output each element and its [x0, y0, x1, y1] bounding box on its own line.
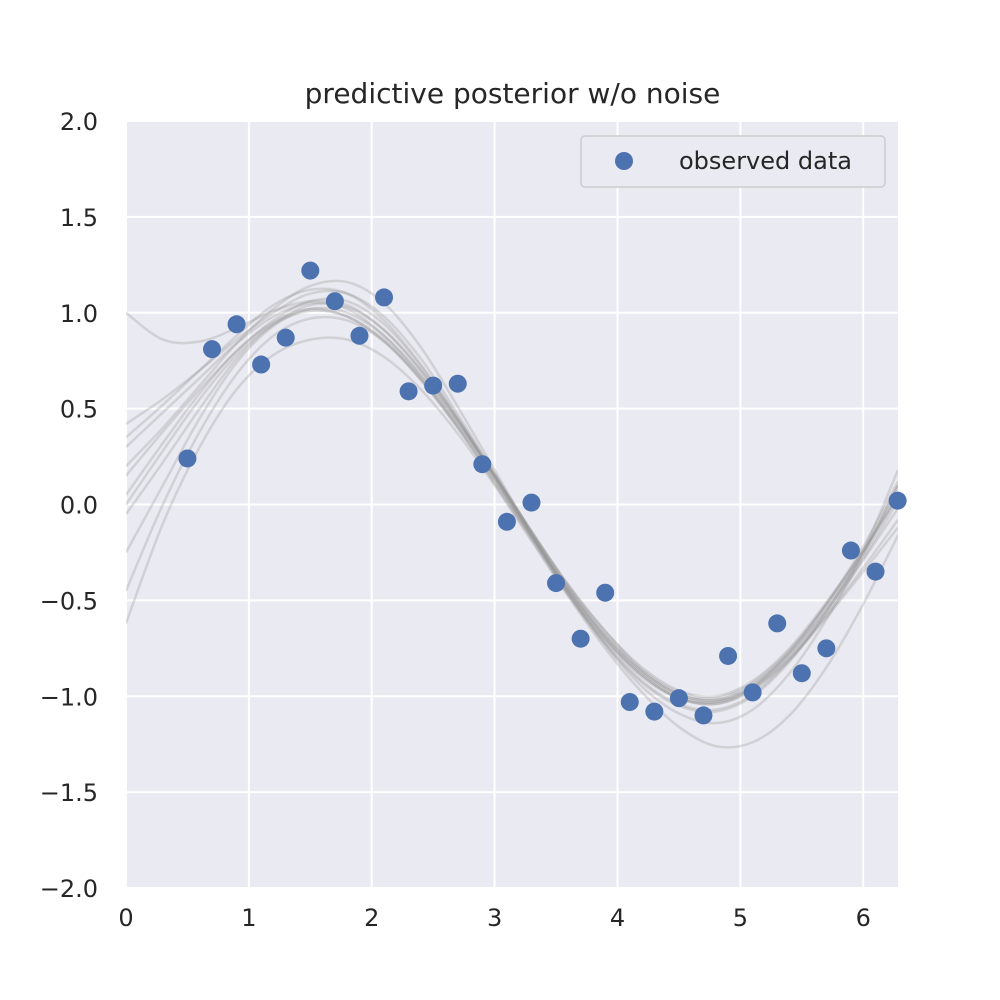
posterior-sample-curve — [126, 302, 898, 704]
legend-box — [580, 135, 886, 188]
x-tick-label: 6 — [856, 904, 871, 932]
data-point — [325, 292, 344, 311]
y-axis-ticks: −2.0 −1.5 −1.0 −0.5 0.0 0.5 1.0 1.5 2.0 — [40, 108, 98, 903]
y-tick-label: 0.0 — [60, 492, 98, 520]
y-tick-label: 0.5 — [60, 396, 98, 424]
y-tick-label: −0.5 — [40, 587, 98, 615]
x-tick-label: 3 — [487, 904, 502, 932]
data-point — [571, 629, 590, 648]
posterior-sample-curve — [126, 279, 898, 725]
legend: observed data — [580, 135, 886, 188]
y-tick-label: −1.0 — [40, 683, 98, 711]
posterior-sample-curve — [126, 301, 898, 700]
legend-marker — [615, 152, 633, 170]
data-point — [866, 562, 885, 581]
data-point — [448, 374, 467, 393]
data-point — [596, 583, 615, 602]
data-point — [522, 493, 541, 512]
data-point — [424, 376, 443, 395]
data-point — [669, 689, 688, 708]
y-tick-label: 1.5 — [60, 204, 98, 232]
data-point — [694, 706, 713, 725]
posterior-sample-curve — [126, 336, 898, 749]
data-point — [178, 449, 197, 468]
data-point — [203, 340, 222, 359]
data-point — [888, 491, 907, 510]
data-point — [252, 355, 271, 374]
posterior-sample-curve — [126, 299, 898, 698]
data-point — [768, 614, 787, 633]
x-tick-label: 5 — [733, 904, 748, 932]
y-tick-label: −2.0 — [40, 875, 98, 903]
legend-label: observed data — [679, 147, 852, 175]
data-point — [743, 683, 762, 702]
data-point — [350, 326, 369, 345]
chart-title: predictive posterior w/o noise — [305, 77, 721, 110]
posterior-sample-curve — [126, 297, 898, 702]
data-point — [227, 315, 246, 334]
observed-data-points — [178, 261, 907, 725]
posterior-sample-curve — [126, 309, 898, 706]
x-axis-ticks: 0 1 2 3 4 5 6 — [118, 904, 871, 932]
x-tick-label: 0 — [118, 904, 133, 932]
data-point — [547, 574, 566, 593]
data-point — [301, 261, 320, 280]
y-tick-label: 1.0 — [60, 300, 98, 328]
data-point — [645, 702, 664, 721]
posterior-sample-curve — [126, 315, 898, 705]
grid — [125, 120, 898, 889]
x-tick-label: 4 — [610, 904, 625, 932]
posterior-sample-curve — [126, 287, 898, 714]
data-point — [399, 382, 418, 401]
x-tick-label: 2 — [364, 904, 379, 932]
data-point — [719, 646, 738, 665]
data-point — [817, 639, 836, 658]
data-point — [473, 455, 492, 474]
data-point — [497, 512, 516, 531]
data-point — [841, 541, 860, 560]
posterior-sample-curve — [126, 289, 898, 712]
y-tick-label: 2.0 — [60, 108, 98, 136]
posterior-samples — [126, 279, 898, 749]
posterior-sample-curve — [126, 307, 898, 702]
x-tick-label: 1 — [241, 904, 256, 932]
data-point — [792, 664, 811, 683]
data-point — [276, 328, 295, 347]
y-tick-label: −1.5 — [40, 779, 98, 807]
posterior-sample-curve — [126, 306, 898, 706]
data-point — [375, 288, 394, 307]
data-point — [620, 693, 639, 712]
